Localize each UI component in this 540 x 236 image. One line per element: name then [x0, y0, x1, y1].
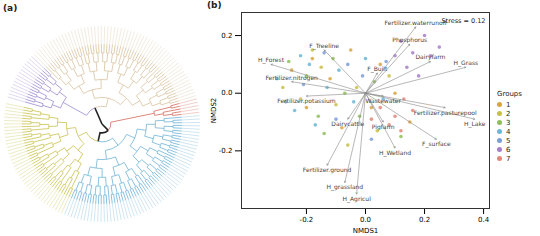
html-text:Groups: Groups	[497, 90, 522, 98]
svg-text:-0.2: -0.2	[300, 216, 314, 224]
svg-text:Fertilizer.ground: Fertilizer.ground	[303, 166, 352, 174]
html-text:1: 1	[506, 100, 511, 109]
svg-text:Fertilizer.potassium: Fertilizer.potassium	[277, 97, 336, 105]
svg-text:(a): (a)	[3, 3, 17, 13]
svg-text:Fertilizer.pasturepool: Fertilizer.pasturepool	[414, 109, 477, 117]
svg-text:H_Grass: H_Grass	[454, 59, 479, 67]
svg-text:0.2: 0.2	[419, 216, 430, 224]
svg-text:0.2: 0.2	[221, 32, 232, 40]
html-text:3: 3	[506, 118, 511, 127]
html-text:(b): (b)	[207, 0, 222, 10]
svg-text:0.0: 0.0	[221, 89, 232, 97]
svg-text:Dairycattle: Dairycattle	[331, 120, 364, 128]
html-text:7: 7	[506, 154, 511, 163]
svg-text:F_Built: F_Built	[367, 65, 388, 73]
svg-text:NMDS1: NMDS1	[353, 227, 379, 235]
svg-text:Phosphorus: Phosphorus	[392, 36, 427, 44]
svg-text:H_Agricul: H_Agricul	[342, 195, 371, 203]
svg-text:Stress = 0.12: Stress = 0.12	[441, 17, 485, 25]
svg-text:H_grassland: H_grassland	[326, 183, 363, 191]
svg-text:H_Lake: H_Lake	[464, 120, 486, 128]
svg-text:Fertilizer.waterrunoff: Fertilizer.waterrunoff	[385, 19, 448, 26]
svg-text:NMDS2: NMDS2	[210, 98, 218, 124]
svg-text:H_Wetland: H_Wetland	[379, 149, 411, 157]
html-text:6: 6	[506, 145, 511, 154]
svg-text:H_Forest: H_Forest	[258, 56, 285, 64]
html-text:5: 5	[506, 136, 511, 145]
svg-text:Fertilizer.nitrogen: Fertilizer.nitrogen	[265, 74, 318, 82]
svg-text:F_surface: F_surface	[422, 140, 451, 148]
svg-text:Dairyfarm: Dairyfarm	[415, 53, 445, 61]
svg-text:F_Treeline: F_Treeline	[309, 42, 339, 50]
svg-text:0.0: 0.0	[360, 216, 371, 224]
html-text:2: 2	[506, 109, 511, 118]
svg-text:-0.2: -0.2	[219, 147, 233, 155]
svg-text:Pigfarm: Pigfarm	[372, 123, 395, 131]
svg-text:Wastewater: Wastewater	[365, 97, 401, 104]
html-text:4: 4	[506, 127, 511, 136]
svg-text:0.4: 0.4	[478, 216, 490, 224]
